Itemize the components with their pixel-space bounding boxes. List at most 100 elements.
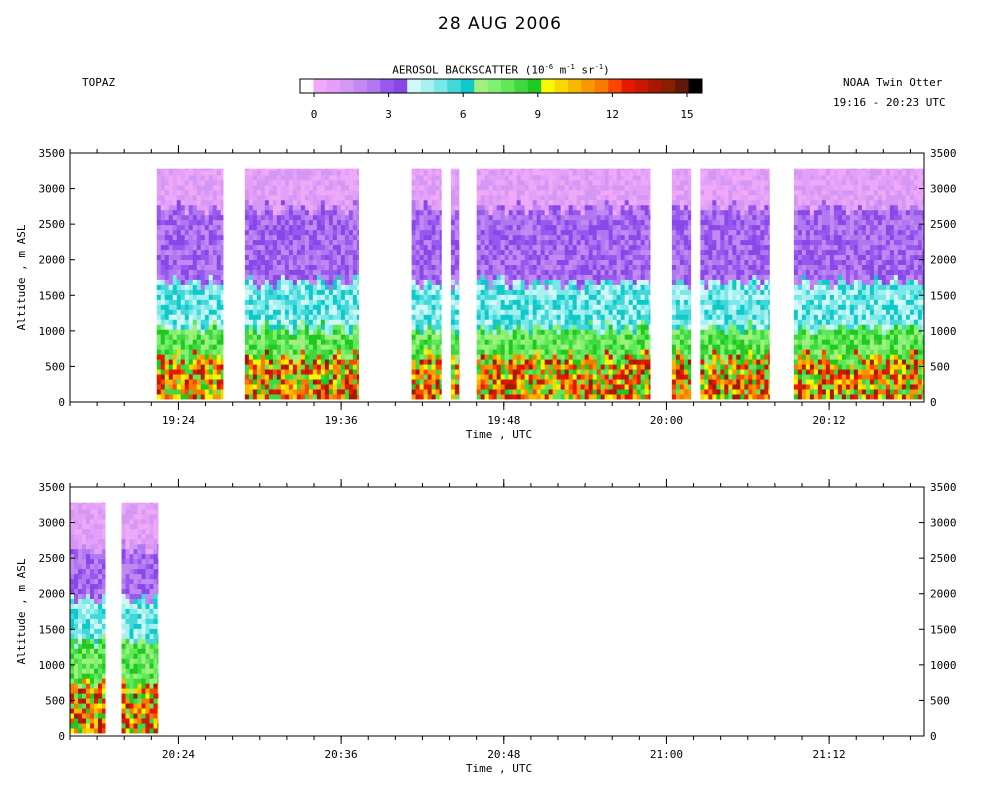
- heatmap-cell: [592, 180, 597, 186]
- heatmap-cell: [419, 374, 424, 380]
- heatmap-cell: [268, 379, 274, 385]
- heatmap-cell: [636, 194, 641, 201]
- heatmap-cell: [620, 349, 625, 355]
- heatmap-cell: [328, 309, 334, 315]
- heatmap-cell: [671, 234, 677, 241]
- heatmap-cell: [439, 284, 442, 290]
- heatmap-cell: [624, 234, 629, 241]
- heatmap-cell: [336, 234, 342, 241]
- heatmap-cell: [628, 204, 633, 211]
- heatmap-cell: [356, 324, 360, 330]
- heatmap-cell: [564, 374, 569, 380]
- heatmap-cell: [608, 185, 613, 191]
- heatmap-cell: [212, 199, 218, 206]
- heatmap-cell: [176, 194, 182, 201]
- heatmap-cell: [484, 259, 489, 265]
- heatmap-cell: [580, 204, 585, 211]
- heatmap-cell: [524, 309, 529, 315]
- heatmap-cell: [423, 369, 428, 375]
- heatmap-cell: [435, 249, 440, 256]
- heatmap-cell: [264, 379, 270, 385]
- heatmap-cell: [300, 389, 306, 395]
- heatmap-cell: [644, 214, 649, 221]
- heatmap-cell: [564, 389, 569, 395]
- heatmap-cell: [592, 254, 597, 261]
- heatmap-cell: [340, 168, 346, 171]
- heatmap-cell: [348, 279, 354, 285]
- heatmap-cell: [352, 384, 358, 390]
- heatmap-cell: [192, 204, 198, 211]
- heatmap-cell: [584, 209, 589, 216]
- heatmap-cell: [427, 175, 432, 181]
- heatmap-cell: [540, 244, 545, 251]
- heatmap-cell: [584, 259, 589, 265]
- heatmap-cell: [592, 369, 597, 375]
- heatmap-cell: [492, 364, 497, 370]
- heatmap-cell: [632, 264, 637, 270]
- heatmap-cell: [423, 319, 428, 325]
- heatmap-cell: [520, 284, 525, 290]
- heatmap-cell: [423, 234, 428, 241]
- heatmap-cell: [216, 229, 222, 236]
- heatmap-cell: [252, 379, 258, 385]
- heatmap-cell: [624, 344, 629, 350]
- heatmap-cell: [340, 170, 346, 176]
- heatmap-cell: [496, 324, 501, 330]
- heatmap-cell: [208, 284, 214, 290]
- heatmap-cell: [572, 175, 577, 181]
- heatmap-cell: [316, 239, 322, 246]
- heatmap-cell: [156, 244, 162, 251]
- heatmap-cell: [476, 214, 481, 221]
- heatmap-cell: [556, 269, 561, 275]
- heatmap-cell: [423, 239, 428, 246]
- heatmap-cell: [608, 344, 613, 350]
- heatmap-cell: [324, 194, 330, 201]
- heatmap-cell: [496, 319, 501, 325]
- heatmap-cell: [584, 254, 589, 261]
- heatmap-cell: [524, 170, 529, 176]
- heatmap-cell: [180, 180, 186, 186]
- heatmap-cell: [212, 294, 218, 300]
- heatmap-cell: [340, 189, 346, 196]
- heatmap-cell: [560, 304, 565, 310]
- heatmap-cell: [675, 194, 681, 201]
- heatmap-cell: [176, 259, 182, 265]
- heatmap-cell: [160, 249, 166, 256]
- heatmap-cell: [296, 175, 302, 181]
- heatmap-cell: [216, 249, 222, 256]
- heatmap-cell: [636, 329, 641, 335]
- heatmap-cell: [427, 344, 432, 350]
- heatmap-cell: [268, 309, 274, 315]
- colorbar-title: AEROSOL BACKSCATTER (10-6 m-1 sr-1): [300, 63, 702, 77]
- heatmap-cell: [160, 334, 166, 340]
- heatmap-cell: [304, 175, 310, 181]
- heatmap-cell: [164, 279, 170, 285]
- heatmap-cell: [276, 324, 282, 330]
- heatmap-cell: [296, 324, 302, 330]
- heatmap-cell: [415, 229, 420, 236]
- heatmap-cell: [620, 185, 625, 191]
- heatmap-cell: [268, 354, 274, 360]
- heatmap-cell: [264, 284, 270, 290]
- heatmap-cell: [284, 168, 290, 171]
- heatmap-cell: [216, 299, 222, 305]
- heatmap-cell: [450, 175, 456, 181]
- heatmap-cell: [160, 229, 166, 236]
- heatmap-cell: [632, 354, 637, 360]
- heatmap-cell: [516, 168, 521, 171]
- heatmap-cell: [536, 369, 541, 375]
- heatmap-cell: [344, 204, 350, 211]
- heatmap-cell: [596, 219, 601, 226]
- heatmap-cell: [504, 294, 509, 300]
- heatmap-cell: [176, 204, 182, 211]
- heatmap-cell: [564, 274, 569, 280]
- heatmap-cell: [312, 264, 318, 270]
- heatmap-cell: [196, 304, 202, 310]
- heatmap-cell: [524, 294, 529, 300]
- heatmap-cell: [344, 299, 350, 305]
- heatmap-cell: [172, 170, 178, 176]
- heatmap-cell: [564, 194, 569, 201]
- heatmap-cell: [328, 369, 334, 375]
- heatmap-cell: [508, 294, 513, 300]
- heatmap-cell: [419, 334, 424, 340]
